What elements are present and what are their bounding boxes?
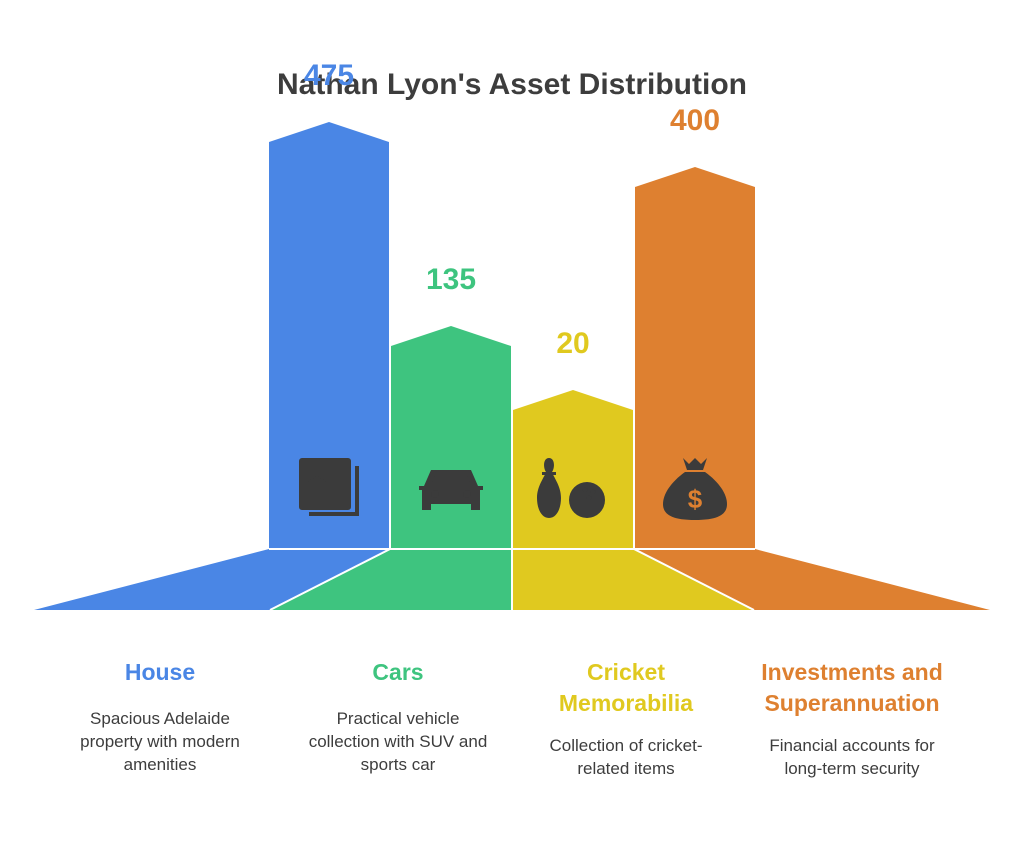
description-2: collection with SUV and — [309, 732, 488, 751]
description-4: Financial accounts for — [769, 736, 935, 755]
category-label-3: Cricket — [587, 659, 665, 685]
bar-3 — [513, 390, 633, 549]
description-1: Spacious Adelaide — [90, 709, 230, 728]
base-segment-3 — [512, 549, 754, 610]
category-label-4: Investments and — [761, 659, 943, 685]
value-label-2: 135 — [426, 263, 476, 296]
description-1: amenities — [124, 755, 197, 774]
value-label-3: 20 — [556, 327, 589, 360]
bowling-icon — [537, 458, 605, 518]
description-2: Practical vehicle — [337, 709, 460, 728]
car-icon — [419, 470, 483, 510]
svg-text:$: $ — [688, 484, 703, 514]
value-label-4: 400 — [670, 104, 720, 137]
description-4: long-term security — [784, 759, 920, 778]
chart-title: Nathan Lyon's Asset Distribution — [277, 68, 747, 101]
bar-2 — [391, 326, 511, 549]
category-label-1: House — [125, 659, 195, 685]
description-3: related items — [577, 759, 674, 778]
category-label-2: Cars — [372, 659, 423, 685]
buildings-icon — [299, 458, 359, 516]
money-bag-icon: $ — [663, 458, 727, 520]
category-label-3: Memorabilia — [559, 690, 693, 716]
category-label-4: Superannuation — [764, 690, 939, 716]
base-segment-1 — [34, 549, 390, 610]
description-1: property with modern — [80, 732, 240, 751]
bar-4 — [635, 167, 755, 549]
separators — [269, 200, 755, 611]
bar-1 — [269, 122, 389, 549]
base-segment-2 — [270, 549, 512, 610]
description-3: Collection of cricket- — [549, 736, 702, 755]
description-2: sports car — [361, 755, 436, 774]
base-segment-4 — [634, 549, 990, 610]
value-label-1: 475 — [304, 59, 354, 92]
